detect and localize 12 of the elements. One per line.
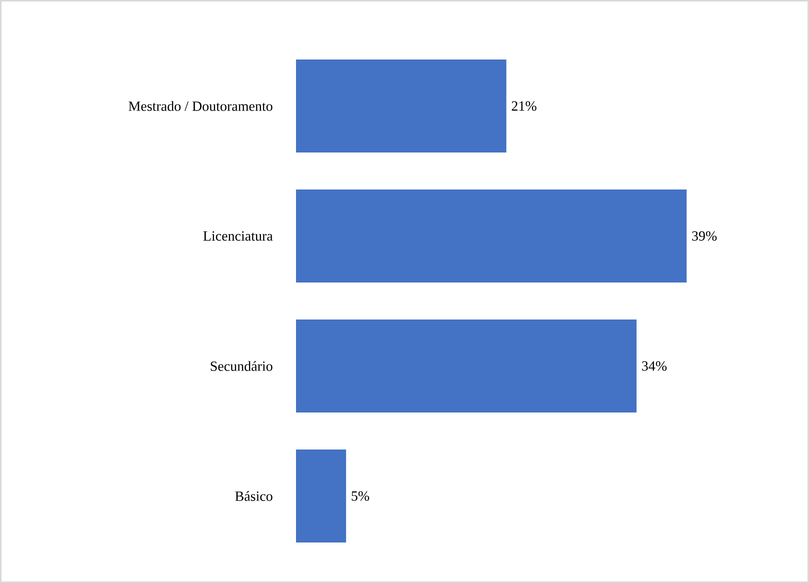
bar (296, 190, 687, 283)
data-label: 21% (512, 101, 536, 111)
data-label: 5% (352, 491, 370, 501)
bar (296, 450, 346, 543)
bar (296, 320, 637, 413)
data-label: 39% (692, 231, 717, 241)
y-tick-label: Básico (235, 491, 272, 501)
bar (296, 60, 506, 153)
y-tick-label: Secundário (210, 361, 272, 371)
data-label: 34% (642, 361, 667, 371)
y-tick-label: Mestrado / Doutoramento (128, 101, 272, 111)
y-tick-label: Licenciatura (203, 231, 273, 241)
